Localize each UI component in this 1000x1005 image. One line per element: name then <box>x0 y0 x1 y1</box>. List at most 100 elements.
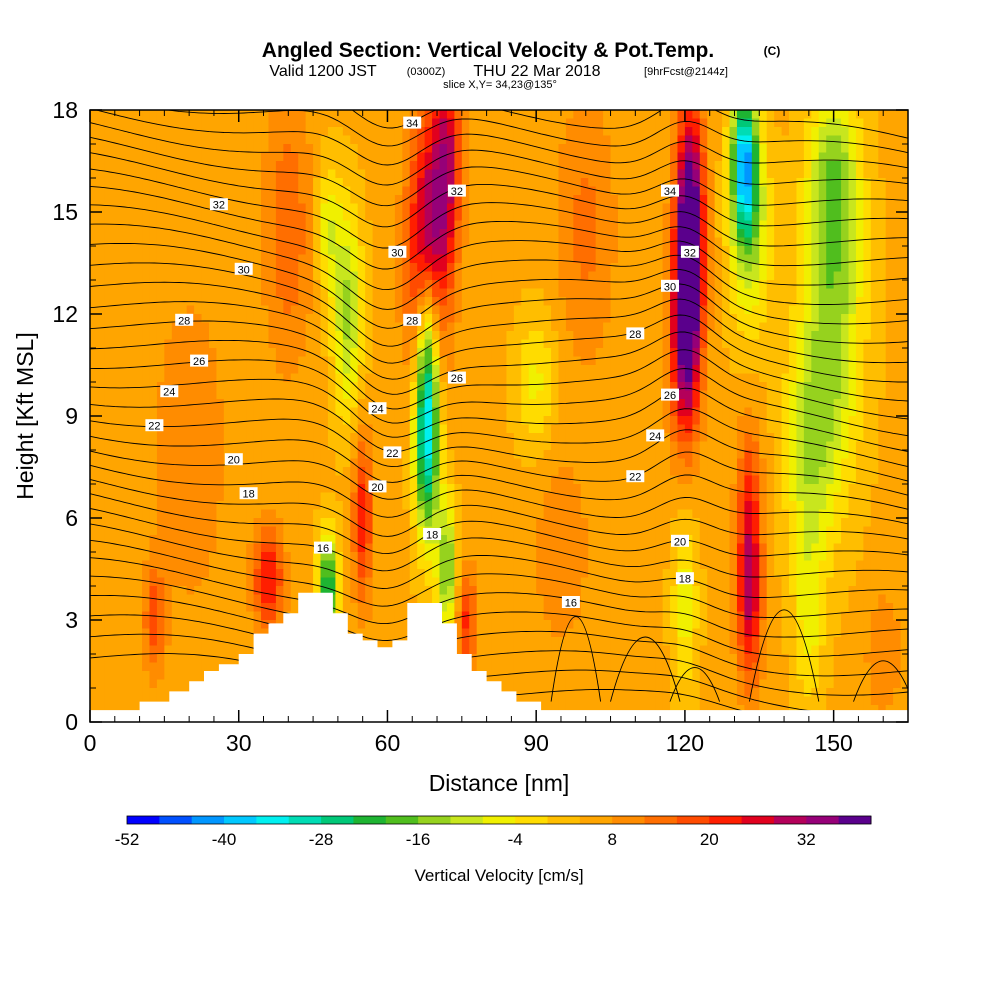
velocity-cell <box>298 212 307 222</box>
velocity-cell <box>617 458 627 468</box>
velocity-cell <box>811 203 820 213</box>
velocity-cell <box>112 365 121 375</box>
velocity-cell <box>194 382 203 392</box>
velocity-cell <box>766 288 775 298</box>
velocity-cell <box>387 118 396 128</box>
velocity-cell <box>156 314 165 324</box>
velocity-cell <box>491 271 500 281</box>
velocity-cell <box>684 424 693 434</box>
velocity-cell <box>208 110 218 120</box>
velocity-cell <box>186 492 195 502</box>
velocity-cell <box>789 195 798 205</box>
velocity-cell <box>439 280 448 290</box>
velocity-cell <box>528 305 537 315</box>
velocity-cell <box>231 331 240 341</box>
velocity-cell <box>536 220 545 230</box>
velocity-cell <box>298 365 307 375</box>
velocity-cell <box>774 263 783 273</box>
velocity-cell <box>335 433 344 443</box>
velocity-cell <box>513 263 522 273</box>
velocity-cell <box>655 467 664 477</box>
velocity-cell <box>320 271 329 281</box>
velocity-cell <box>365 348 374 358</box>
velocity-cell <box>186 399 195 409</box>
velocity-cell <box>484 203 493 213</box>
velocity-cell <box>335 458 344 468</box>
velocity-cell <box>863 220 872 230</box>
velocity-cell <box>610 399 619 409</box>
velocity-cell <box>357 178 366 188</box>
velocity-cell <box>744 390 753 400</box>
velocity-cell <box>558 475 567 485</box>
velocity-cell <box>736 484 745 494</box>
velocity-cell <box>736 424 745 434</box>
velocity-cell <box>142 484 151 494</box>
velocity-cell <box>684 433 693 443</box>
velocity-cell <box>766 135 775 145</box>
velocity-cell <box>127 399 136 409</box>
velocity-cell <box>729 127 738 137</box>
velocity-cell <box>736 271 745 281</box>
velocity-cell <box>536 467 545 477</box>
velocity-cell <box>766 458 775 468</box>
velocity-cell <box>104 288 113 298</box>
velocity-cell <box>156 433 165 443</box>
velocity-cell <box>179 110 188 120</box>
velocity-cell <box>298 399 307 409</box>
velocity-cell <box>841 382 850 392</box>
velocity-cell <box>625 433 634 443</box>
velocity-cell <box>811 127 820 137</box>
velocity-cell <box>208 322 218 332</box>
velocity-cell <box>640 390 649 400</box>
velocity-cell <box>171 152 180 162</box>
velocity-cell <box>565 169 574 179</box>
velocity-cell <box>186 118 195 128</box>
velocity-cell <box>766 237 775 247</box>
velocity-cell <box>551 407 560 417</box>
velocity-cell <box>826 254 835 264</box>
velocity-cell <box>201 288 210 298</box>
velocity-cell <box>97 416 106 426</box>
velocity-cell <box>134 424 143 434</box>
velocity-cell <box>603 229 612 239</box>
velocity-cell <box>870 118 879 128</box>
velocity-cell <box>119 407 128 417</box>
velocity-cell <box>655 331 664 341</box>
velocity-cell <box>298 373 307 383</box>
velocity-cell <box>134 246 143 256</box>
velocity-cell <box>424 271 433 281</box>
velocity-cell <box>536 161 545 171</box>
velocity-cell <box>625 195 634 205</box>
velocity-cell <box>736 390 745 400</box>
velocity-cell <box>818 135 827 145</box>
velocity-cell <box>261 220 270 230</box>
velocity-cell <box>766 305 775 315</box>
velocity-cell <box>417 441 426 451</box>
velocity-cell <box>119 314 128 324</box>
velocity-cell <box>305 433 314 443</box>
velocity-cell <box>142 144 151 154</box>
velocity-cell <box>647 195 656 205</box>
velocity-cell <box>536 373 545 383</box>
velocity-cell <box>402 263 411 273</box>
velocity-cell <box>357 382 366 392</box>
velocity-cell <box>268 280 277 290</box>
velocity-cell <box>484 246 493 256</box>
velocity-cell <box>632 365 641 375</box>
velocity-cell <box>484 416 493 426</box>
velocity-cell <box>803 186 812 196</box>
velocity-cell <box>164 416 173 426</box>
velocity-cell <box>781 127 790 137</box>
velocity-cell <box>104 416 113 426</box>
velocity-cell <box>409 475 418 485</box>
velocity-cell <box>499 331 508 341</box>
velocity-cell <box>766 254 775 264</box>
velocity-cell <box>320 339 329 349</box>
velocity-cell <box>655 135 664 145</box>
velocity-cell <box>476 178 485 188</box>
velocity-cell <box>893 169 902 179</box>
velocity-cell <box>491 161 500 171</box>
velocity-cell <box>90 288 99 298</box>
velocity-cell <box>699 416 708 426</box>
velocity-cell <box>543 135 552 145</box>
